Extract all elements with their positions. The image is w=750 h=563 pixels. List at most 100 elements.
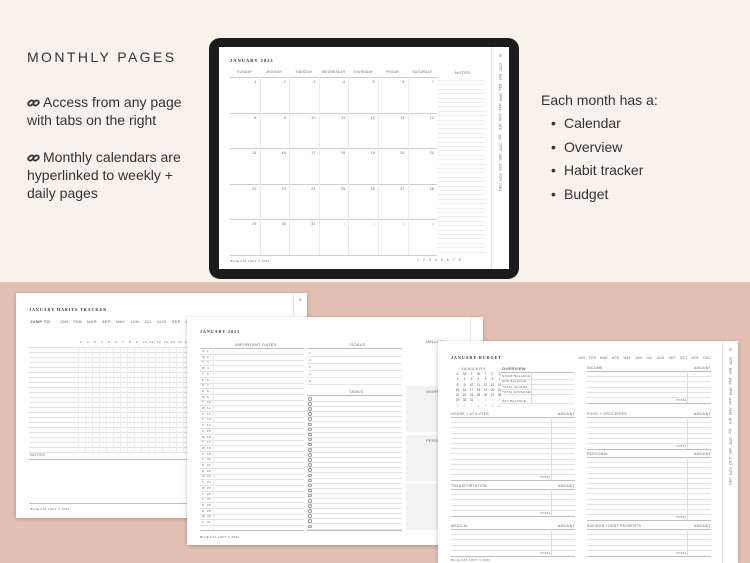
month-link[interactable]: JUN [635, 356, 643, 360]
day-cell[interactable]: 18 [340, 151, 346, 156]
side-tab[interactable]: NOV [728, 467, 733, 475]
side-tab[interactable]: JAN [728, 367, 733, 375]
side-tab[interactable]: APR [728, 397, 733, 405]
mini-day[interactable]: 21 [497, 387, 502, 392]
task-checkbox[interactable] [308, 412, 312, 416]
day-cell[interactable]: 12 [370, 115, 375, 120]
task-checkbox[interactable] [308, 458, 312, 462]
month-link[interactable]: JUL [144, 319, 153, 324]
side-tab[interactable]: MAR [498, 93, 503, 101]
mini-day[interactable]: 17 [469, 387, 474, 392]
day-cell[interactable]: 4 [431, 222, 435, 227]
mini-day[interactable]: 8 [456, 382, 459, 387]
month-link[interactable]: SEP [171, 319, 181, 324]
mini-day[interactable]: 22 [455, 393, 460, 398]
mini-day[interactable]: 25 [476, 393, 481, 398]
task-checkbox[interactable] [308, 504, 312, 508]
side-tab[interactable]: JAN [498, 73, 503, 81]
mini-day[interactable]: 12 [483, 382, 488, 387]
day-cell[interactable]: 2 [372, 222, 375, 227]
side-tab[interactable]: JUN [498, 123, 503, 131]
side-tab[interactable]: MAY [498, 113, 503, 121]
task-checkbox[interactable] [308, 493, 312, 498]
day-cell[interactable]: 5 [372, 80, 375, 84]
mini-day[interactable]: 30 [462, 398, 467, 403]
mini-day[interactable]: 7 [470, 403, 473, 408]
mini-day[interactable]: 10 [469, 382, 474, 387]
day-cell[interactable]: 10 [311, 115, 316, 120]
side-tab[interactable]: JUL [728, 427, 733, 435]
day-cell[interactable]: 24 [311, 186, 316, 191]
side-tab[interactable]: FEB [728, 377, 733, 385]
day-cell[interactable]: 3 [402, 222, 405, 227]
day-cell[interactable]: 26 [370, 186, 375, 191]
day-cell[interactable]: 23 [281, 186, 287, 191]
mini-day[interactable]: 13 [490, 382, 495, 387]
day-cell[interactable]: 20 [400, 151, 405, 156]
task-checkbox[interactable] [308, 427, 312, 432]
mini-day[interactable]: 5 [484, 377, 487, 382]
page-link[interactable]: 3 [428, 258, 431, 262]
page-link[interactable]: 6 [446, 258, 449, 262]
day-cell[interactable]: 13 [400, 115, 405, 120]
task-checkbox[interactable] [308, 448, 312, 452]
day-cell[interactable]: 1 [343, 222, 346, 227]
day-cell[interactable]: 14 [429, 115, 435, 120]
day-cell[interactable]: 19 [370, 151, 375, 156]
menu-icon[interactable]: ≡ [729, 347, 732, 353]
mini-day[interactable]: 2 [484, 398, 487, 403]
side-tab[interactable]: 2023 [498, 63, 503, 71]
task-checkbox[interactable] [308, 453, 312, 457]
page-link[interactable]: 5 [440, 258, 443, 262]
side-tab[interactable]: OCT [498, 163, 503, 171]
task-checkbox[interactable] [308, 407, 312, 411]
month-link[interactable]: JAN [60, 319, 69, 324]
mini-day[interactable]: 16 [462, 387, 467, 392]
task-checkbox[interactable] [308, 488, 312, 493]
day-cell[interactable]: 8 [254, 115, 257, 120]
mini-day[interactable]: 5 [456, 403, 459, 408]
task-checkbox[interactable] [308, 468, 312, 472]
month-link[interactable]: MAR [600, 356, 609, 360]
day-cell[interactable]: 16 [281, 151, 287, 156]
month-link[interactable]: FEB [588, 356, 597, 360]
side-tab[interactable]: SEP [728, 447, 733, 455]
month-link[interactable]: FEB [73, 319, 83, 324]
mini-day[interactable]: 26 [483, 393, 488, 398]
task-checkbox[interactable] [308, 442, 312, 447]
side-tab[interactable]: FEB [498, 83, 503, 91]
month-link[interactable]: NOV [691, 356, 700, 360]
mini-day[interactable]: 8 [477, 403, 480, 408]
day-cell[interactable]: 30 [281, 222, 287, 227]
side-tab[interactable]: JUL [498, 133, 503, 141]
mini-day[interactable]: 20 [490, 387, 495, 392]
side-tab[interactable]: SEP [498, 153, 503, 161]
task-checkbox[interactable] [308, 524, 312, 528]
month-link[interactable]: JUN [130, 319, 140, 324]
month-link[interactable]: MAY [623, 356, 632, 360]
month-link[interactable]: APR [101, 319, 112, 324]
month-link[interactable]: AUG [157, 319, 167, 324]
task-checkbox[interactable] [308, 397, 312, 401]
task-checkbox[interactable] [308, 509, 312, 513]
day-cell[interactable]: 3 [313, 80, 316, 84]
side-tab[interactable]: 2023 [728, 357, 733, 365]
month-link[interactable]: APR [612, 356, 620, 360]
day-cell[interactable]: 31 [311, 222, 316, 227]
side-tab[interactable]: AUG [728, 437, 733, 445]
day-cell[interactable]: 21 [429, 151, 435, 156]
day-cell[interactable]: 4 [343, 80, 346, 84]
side-tab[interactable]: AUG [498, 143, 503, 151]
month-link[interactable]: MAY [116, 319, 126, 324]
page-link[interactable]: 2 [422, 258, 425, 262]
month-link[interactable]: JAN [578, 356, 585, 360]
mini-day[interactable]: 27 [490, 393, 495, 398]
task-checkbox[interactable] [308, 499, 312, 503]
mini-day[interactable]: 24 [469, 393, 474, 398]
mini-day[interactable]: 1 [477, 398, 480, 403]
day-cell[interactable]: 9 [283, 115, 287, 120]
day-cell[interactable]: 15 [252, 151, 257, 156]
side-tab[interactable]: APR [498, 103, 503, 111]
day-cell[interactable]: 17 [311, 151, 316, 156]
month-link[interactable]: OCT [679, 356, 688, 360]
